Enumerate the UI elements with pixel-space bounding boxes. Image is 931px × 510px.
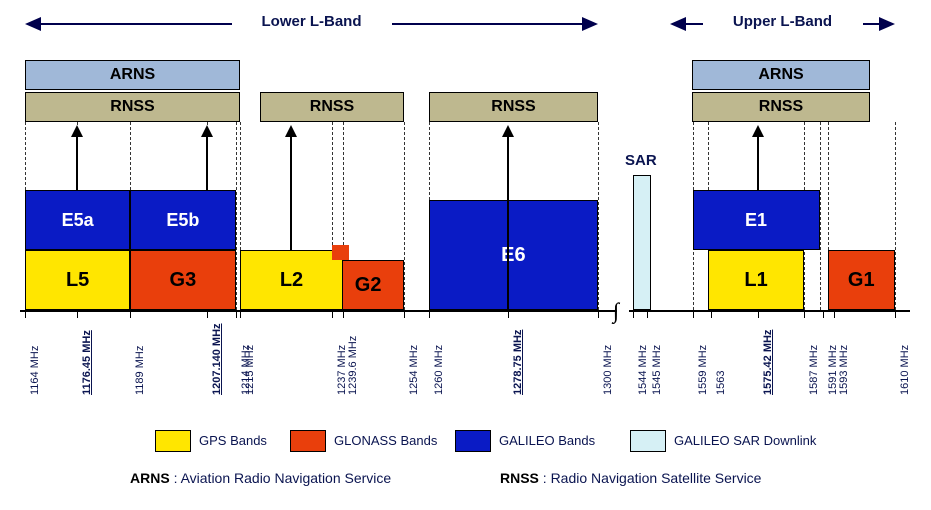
sar-label: SAR: [625, 152, 657, 169]
tick-1587: [804, 310, 805, 318]
freq-label-1559: 1559 MHz: [697, 345, 709, 395]
band-E5a-0: E5a: [25, 190, 130, 250]
lower-lband-title: Lower L-Band: [232, 13, 392, 30]
freq-label-1591: 1591 MHz: [827, 345, 839, 395]
lower-lband-arrow-right: [582, 17, 598, 31]
legend-label-sar: GALILEO SAR Downlink: [674, 433, 816, 448]
dash-1300: [598, 122, 599, 310]
axis-upper: [629, 310, 910, 312]
dash-1591: [820, 122, 821, 310]
legend-label-glonass: GLONASS Bands: [334, 433, 437, 448]
freq-label-1189: 1189 MHz: [134, 346, 146, 395]
freq-label-1593: 1593 MHz: [838, 345, 850, 395]
tick-1260: [429, 310, 430, 318]
dash-1214: [236, 122, 237, 310]
arrow-line-1278.75: [507, 135, 509, 310]
tick-1214: [236, 310, 237, 318]
freq-label-1260: 1260 MHz: [433, 345, 445, 395]
freq-label-1278.75: 1278.75 MHz: [512, 330, 524, 395]
upper-lband-arrow-right: [879, 17, 895, 31]
tick-1545: [647, 310, 648, 318]
band-L5-2: L5: [25, 250, 130, 310]
freq-label-1164: 1164 MHz: [29, 346, 41, 395]
band-G1-11: G1: [828, 250, 895, 310]
tick-1176.45: [77, 310, 78, 318]
band-L2-4: L2: [240, 250, 344, 310]
legend-swatch-galileo: [455, 430, 491, 452]
tick-1610: [895, 310, 896, 318]
arrow-line-1575.42: [757, 135, 759, 190]
freq-label-1587: 1587 MHz: [808, 345, 820, 395]
def-rnss: RNSS : Radio Navigation Satellite Servic…: [500, 470, 761, 486]
tick-1207.14: [207, 310, 208, 318]
freq-label-1563: 1563: [715, 371, 727, 395]
tick-1254: [404, 310, 405, 318]
arrow-line-1207.14: [206, 135, 208, 190]
band-sar-8: [633, 175, 651, 310]
tick-1215: [240, 310, 241, 318]
freq-label-1544: 1544 MHz: [637, 345, 649, 395]
tick-1575.42: [758, 310, 759, 318]
rnss-bar-0: RNSS: [25, 92, 240, 122]
freq-label-1215: 1215 MHz: [244, 345, 256, 395]
freq-label-1300: 1300 MHz: [602, 345, 614, 395]
freq-label-1254: 1254 MHz: [408, 345, 420, 395]
band-G3-3: G3: [130, 250, 235, 310]
freq-label-1239.6: 1239.6 MHz: [347, 336, 359, 395]
legend-swatch-glonass: [290, 430, 326, 452]
tick-1300: [598, 310, 599, 318]
band-glonass-6: [332, 245, 349, 260]
freq-label-1207.14: 1207.140 MHz: [211, 323, 223, 395]
band-E1-9: E1: [693, 190, 820, 250]
rnss-bar-1: RNSS: [260, 92, 404, 122]
tick-1593: [834, 310, 835, 318]
spectrum-diagram: Lower L-BandUpper L-BandARNSARNSRNSSRNSS…: [0, 0, 931, 510]
rnss-bar-2: RNSS: [429, 92, 598, 122]
tick-1559: [693, 310, 694, 318]
legend-label-galileo: GALILEO Bands: [499, 433, 595, 448]
freq-label-1610: 1610 MHz: [899, 345, 911, 395]
band-L1-10: L1: [708, 250, 803, 310]
tick-1164: [25, 310, 26, 318]
legend-swatch-sar: [630, 430, 666, 452]
arns-bar-1: ARNS: [692, 60, 870, 90]
upper-lband-title: Upper L-Band: [703, 13, 863, 30]
tick-1237: [332, 310, 333, 318]
dash-1610: [895, 122, 896, 310]
rnss-bar-3: RNSS: [692, 92, 870, 122]
legend-label-gps: GPS Bands: [199, 433, 267, 448]
band-E6-7: E6: [429, 200, 597, 310]
freq-label-1575.42: 1575.42 MHz: [762, 330, 774, 395]
tick-1544: [633, 310, 634, 318]
arrow-line-1176.45: [76, 135, 78, 190]
freq-label-1545: 1545 MHz: [651, 345, 663, 395]
tick-1563: [711, 310, 712, 318]
arns-bar-0: ARNS: [25, 60, 240, 90]
freq-label-1176.45: 1176.45 MHz: [81, 330, 93, 395]
tick-1278.75: [508, 310, 509, 318]
axis-lower: [20, 310, 617, 312]
tick-1189: [130, 310, 131, 318]
legend-swatch-gps: [155, 430, 191, 452]
band-E5b-1: E5b: [130, 190, 235, 250]
tick-1591: [823, 310, 824, 318]
tick-1239.6: [343, 310, 344, 318]
dash-1254: [404, 122, 405, 310]
arrow-line-1227.3: [290, 135, 292, 250]
def-arns: ARNS : Aviation Radio Navigation Service: [130, 470, 391, 486]
